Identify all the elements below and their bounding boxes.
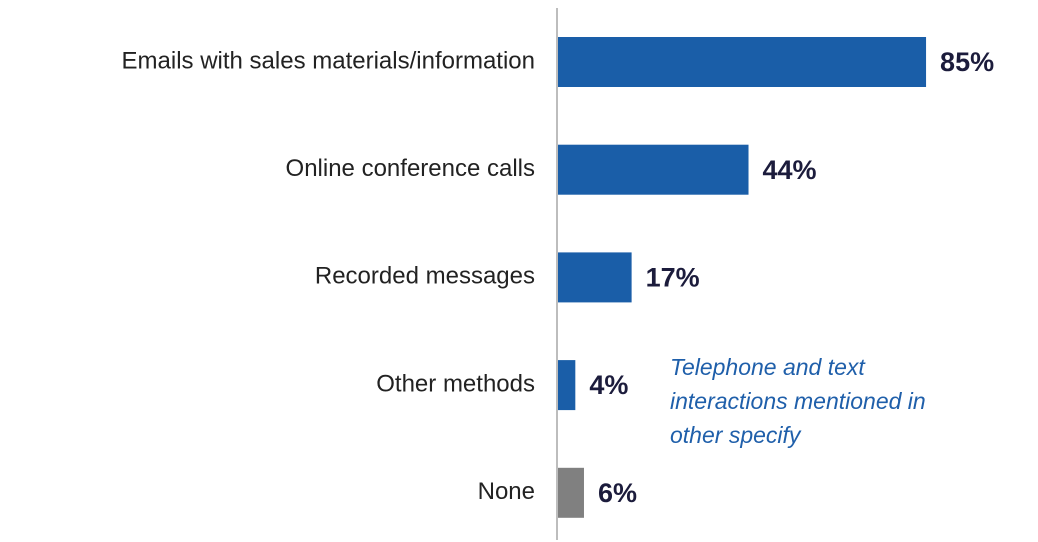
category-label: Other methods	[376, 370, 535, 397]
annotation: other specify	[670, 422, 802, 448]
value-label: 17%	[646, 263, 700, 293]
bar	[558, 467, 584, 518]
value-label: 6%	[598, 478, 637, 508]
annotation: interactions mentioned in	[670, 388, 926, 414]
bar	[558, 37, 927, 87]
bar	[558, 360, 576, 411]
category-label: Emails with sales materials/information	[122, 47, 535, 74]
category-label: Online conference calls	[286, 155, 535, 182]
category-label: Recorded messages	[315, 263, 535, 290]
annotation: Telephone and text	[670, 354, 866, 380]
value-label: 85%	[940, 47, 994, 77]
category-label: None	[478, 478, 535, 505]
value-label: 4%	[589, 370, 628, 400]
bar	[558, 144, 749, 195]
value-label: 44%	[763, 155, 817, 185]
bar	[558, 252, 632, 303]
